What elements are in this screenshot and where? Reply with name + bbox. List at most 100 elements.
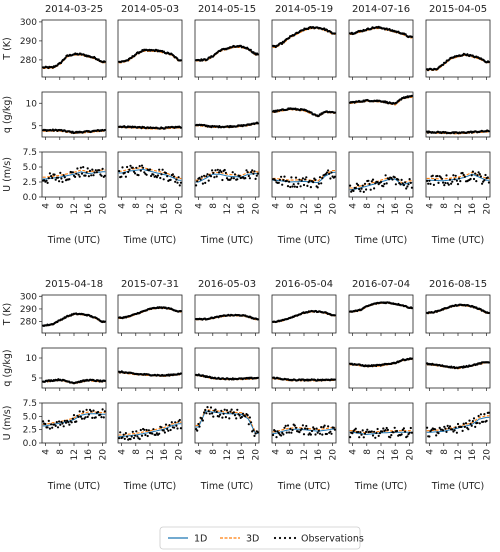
observation-point [256, 318, 259, 321]
series-3d-line [42, 411, 106, 425]
observation-point [276, 430, 279, 433]
observation-point [277, 181, 280, 184]
observation-point [164, 423, 168, 426]
observation-point [400, 178, 403, 181]
observation-point [215, 410, 218, 413]
observation-point [286, 185, 290, 188]
observation-point [255, 174, 258, 177]
observation-point [197, 422, 200, 426]
observation-point [61, 422, 64, 425]
plot-frame [425, 294, 491, 334]
observation-point [148, 168, 152, 171]
observation-point [146, 434, 149, 438]
x-tick-label: 12 [300, 203, 310, 214]
observation-point [206, 173, 209, 176]
observation-point [481, 182, 484, 185]
observation-point [176, 181, 179, 184]
observation-point [195, 184, 198, 187]
observation-point [426, 426, 429, 429]
observation-point [365, 430, 368, 433]
observation-point [256, 431, 259, 434]
observation-point [298, 178, 301, 181]
observation-point [147, 429, 150, 432]
observation-point [126, 165, 129, 169]
observation-point [140, 50, 143, 53]
observation-point [410, 186, 413, 189]
observation-point [451, 428, 454, 431]
observation-point [256, 122, 259, 125]
plot-frame [271, 347, 337, 389]
observation-point [390, 434, 393, 437]
observation-point [145, 428, 148, 432]
x-tick-label: 4 [42, 449, 52, 455]
observation-point [484, 173, 487, 177]
observation-point [373, 430, 376, 433]
observation-point [410, 357, 413, 360]
observation-point [455, 431, 458, 434]
observation-point [459, 180, 462, 183]
observation-point [161, 168, 164, 171]
observation-point [152, 173, 155, 176]
observation-point [472, 417, 476, 420]
x-tick-label: 8 [56, 203, 66, 209]
observation-point [369, 188, 372, 191]
panel-title: 2016-05-04 [275, 279, 333, 290]
observation-point [316, 431, 319, 434]
x-axis-label: Time (UTC) [277, 481, 331, 492]
observation-point [482, 420, 485, 423]
observation-point [333, 111, 336, 114]
observation-point [409, 426, 412, 430]
observation-point [207, 179, 210, 182]
observation-point [370, 430, 373, 433]
observation-point [404, 181, 407, 184]
observation-point [166, 427, 169, 431]
observation-point [229, 410, 232, 413]
observation-point [132, 170, 136, 173]
x-tick-label: 8 [209, 203, 219, 209]
observation-point [221, 416, 224, 419]
x-tick-label: 8 [132, 203, 142, 209]
observation-point [244, 177, 247, 180]
x-tick-label: 20 [98, 203, 108, 215]
observation-point [443, 425, 446, 428]
observation-point [48, 427, 52, 430]
observation-point [390, 176, 393, 180]
observation-point [479, 175, 482, 178]
observation-point [48, 172, 52, 175]
observation-point [246, 171, 249, 174]
observation-point [443, 184, 446, 187]
plot-frame [194, 294, 260, 334]
series-3d-line [426, 171, 490, 180]
observation-point [224, 171, 227, 174]
y-axis-label: U (m/s) [2, 406, 13, 441]
observation-point [359, 190, 362, 193]
observation-point [54, 424, 57, 427]
observation-point [428, 435, 431, 438]
x-tick-label: 20 [251, 449, 261, 461]
observation-point [156, 174, 160, 177]
observation-point [174, 180, 177, 183]
observation-point [370, 180, 373, 183]
observation-point [247, 423, 250, 426]
observation-point [352, 189, 355, 192]
panel-title: 2015-07-31 [121, 279, 179, 290]
observation-point [91, 168, 94, 171]
observation-point [358, 188, 361, 191]
x-axis-label: Time (UTC) [47, 235, 101, 246]
observation-point [203, 174, 206, 177]
x-tick-label: 4 [349, 203, 359, 209]
observation-point [179, 310, 182, 313]
observation-point [283, 426, 286, 429]
observation-point [350, 190, 353, 193]
observation-point [223, 168, 226, 172]
x-tick-label: 20 [328, 203, 338, 215]
observation-point [376, 181, 379, 184]
observation-point [361, 184, 364, 187]
observation-point [179, 427, 182, 430]
observation-point [280, 42, 284, 46]
observation-point [366, 428, 369, 431]
series-3d-line [118, 421, 182, 436]
x-tick-label: 16 [391, 203, 401, 215]
observation-point [227, 411, 230, 414]
x-axis-label: Time (UTC) [354, 235, 408, 246]
